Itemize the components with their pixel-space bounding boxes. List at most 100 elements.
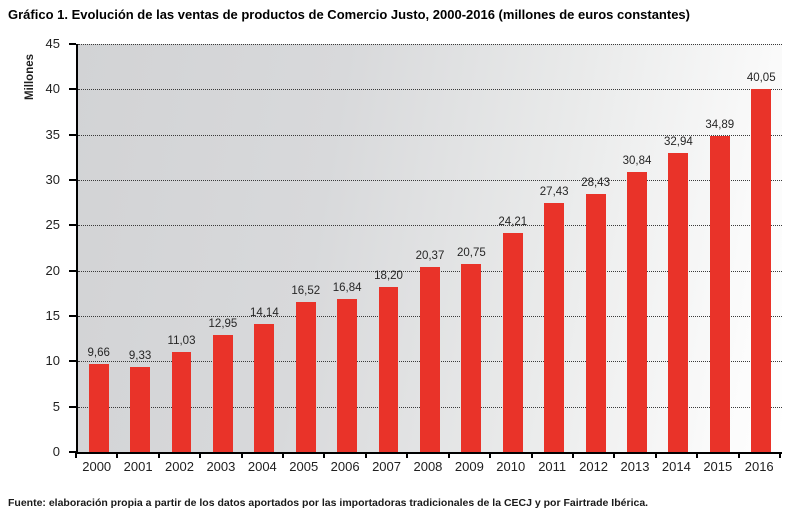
bar-value-label: 20,75 (456, 246, 486, 259)
bar-column: 32,94 (658, 44, 699, 452)
x-tick-mark (654, 452, 657, 458)
x-axis-label: 2014 (661, 459, 691, 474)
bar (130, 367, 151, 452)
x-tick-mark (406, 452, 409, 458)
bar-column: 12,95 (202, 44, 243, 452)
x-tick-mark (282, 452, 285, 458)
y-tick-mark (69, 315, 76, 317)
bar (709, 135, 730, 452)
x-tick-mark (157, 452, 160, 458)
y-tick-label: 10 (45, 353, 60, 369)
y-tick-label: 45 (45, 36, 60, 51)
bar-column: 34,89 (699, 44, 740, 452)
bar (171, 352, 192, 452)
x-axis-label: 2001 (123, 459, 153, 474)
bar-value-label: 14,14 (249, 306, 279, 319)
bar (751, 88, 772, 452)
x-axis-label: 2008 (413, 459, 443, 474)
bar-column: 18,20 (368, 44, 409, 452)
x-tick-mark (199, 452, 202, 458)
x-tick-mark (323, 452, 326, 458)
y-tick-mark (69, 360, 76, 363)
y-tick-label: 15 (45, 308, 60, 323)
x-tick-mark (240, 452, 243, 458)
bar-value-label: 18,20 (374, 270, 403, 282)
plot-area: 9,66 9,33 11,03 12,95 14,14 16,52 16,84 18,20 20… (76, 44, 782, 454)
bar-value-label: 30,84 (622, 155, 652, 168)
y-tick-label: 25 (45, 217, 60, 233)
bar (585, 194, 606, 452)
y-tick-label: 30 (45, 172, 60, 187)
x-tick-mark (116, 452, 119, 458)
x-tick-mark (613, 452, 616, 458)
bar (461, 263, 482, 452)
y-tick-mark (69, 224, 76, 227)
x-axis-label: 2013 (620, 459, 650, 474)
x-tick-mark (737, 452, 740, 458)
x-axis-label: 2009 (454, 459, 484, 474)
x-axis-label: 2015 (703, 459, 733, 474)
bar-column: 14,14 (244, 44, 285, 452)
bar-value-label: 12,95 (208, 317, 238, 330)
bar-value-label: 9,33 (128, 350, 152, 363)
bar-value-label: 34,89 (705, 118, 735, 131)
chart-title: Gráfico 1. Evolución de las ventas de pr… (8, 7, 690, 22)
bar (502, 232, 523, 452)
gridline (78, 44, 782, 45)
gridline (78, 89, 782, 91)
bar-column: 20,37 (409, 44, 450, 452)
gridline (78, 134, 782, 136)
bar-value-label: 20,37 (415, 250, 445, 263)
bar-column: 28,43 (575, 44, 616, 452)
bar (337, 299, 358, 452)
bar-column: 30,84 (616, 44, 657, 452)
y-tick-label: 5 (52, 398, 60, 414)
bar (88, 364, 109, 452)
x-axis-label: 2003 (206, 459, 236, 474)
bar (212, 334, 233, 452)
bar-value-label: 16,84 (332, 282, 362, 295)
bar (544, 203, 565, 452)
bar-column: 16,52 (285, 44, 326, 452)
bar-value-label: 40,05 (746, 71, 776, 84)
bar-column: 16,84 (326, 44, 367, 452)
y-tick-mark (69, 133, 76, 136)
y-tick-label: 40 (45, 81, 60, 97)
y-tick-label: 35 (45, 126, 60, 142)
x-axis-label: 2011 (538, 459, 567, 474)
bar-column: 9,33 (119, 44, 160, 452)
y-tick-mark (69, 43, 76, 45)
x-axis-label: 2005 (289, 459, 319, 474)
y-tick-label: 20 (45, 262, 60, 278)
x-axis-label: 2010 (496, 459, 526, 474)
bar-column: 24,21 (492, 44, 533, 452)
bar-value-label: 11,03 (167, 335, 196, 347)
bar (254, 323, 275, 452)
x-axis-label: 2016 (744, 459, 774, 474)
bar-value-label: 27,43 (539, 186, 569, 199)
bar (295, 302, 316, 452)
x-axis-label: 2004 (247, 459, 277, 474)
x-axis-label: 2002 (165, 459, 194, 474)
source-note: Fuente: elaboración propia a partir de l… (8, 497, 649, 509)
y-tick-mark (69, 179, 76, 181)
bar-column: 20,75 (451, 44, 492, 452)
y-tick-mark (69, 88, 76, 91)
bar-value-label: 32,94 (664, 136, 693, 149)
x-tick-mark (364, 452, 367, 458)
bar (627, 172, 647, 452)
bar-column: 9,66 (78, 44, 119, 452)
x-axis-labels: 2000 2001 2002 2003 2004 2005 2006 2007 2008 2009… (76, 459, 780, 474)
y-tick-mark (69, 405, 76, 408)
bar-value-label: 24,21 (498, 215, 528, 228)
bar-column: 11,03 (161, 44, 202, 452)
bar-value-label: 16,52 (291, 285, 321, 298)
y-tick-mark (69, 451, 76, 453)
bar-value-label: 28,43 (581, 177, 610, 190)
x-axis-label: 2012 (579, 459, 609, 474)
bar-series: 9,66 9,33 11,03 12,95 14,14 16,52 16,84 18,20 20… (78, 44, 782, 452)
bar-value-label: 9,66 (87, 347, 110, 360)
x-axis-label: 2006 (330, 459, 360, 474)
bar (378, 287, 399, 452)
